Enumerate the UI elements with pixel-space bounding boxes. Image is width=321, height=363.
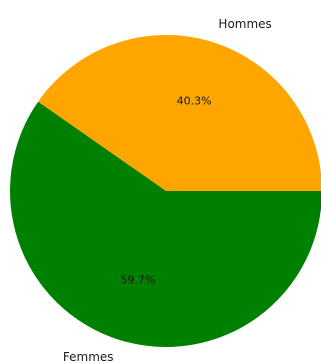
pie-pct-label-femmes: 59.7%: [120, 273, 155, 286]
pie-category-label-femmes: Femmes: [63, 350, 114, 363]
pie-slice-femmes: [10, 101, 321, 347]
pie-slices: [10, 35, 321, 347]
pie-pct-label-hommes: 40.3%: [177, 95, 212, 108]
pie-category-label-hommes: Hommes: [218, 17, 271, 31]
pie-slice-hommes: [38, 35, 321, 191]
pie-labels: 40.3% Hommes 59.7% Femmes: [63, 17, 272, 363]
